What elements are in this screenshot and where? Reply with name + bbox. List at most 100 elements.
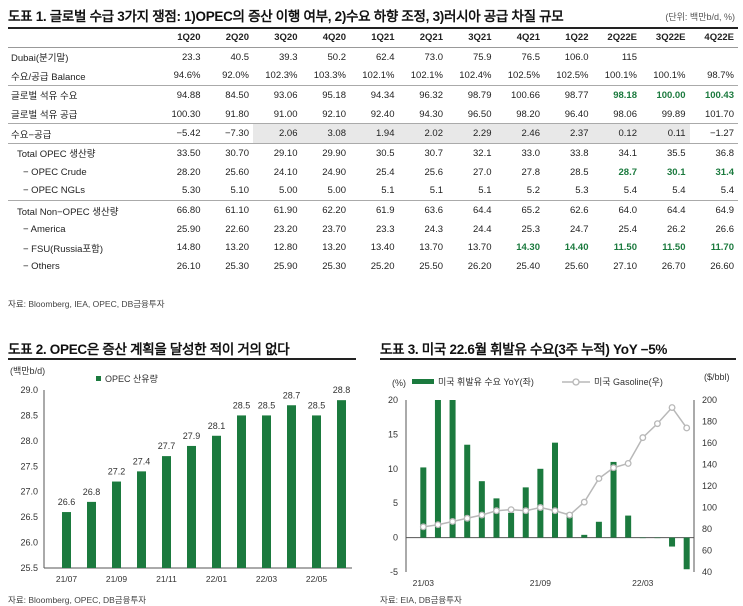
bar	[312, 415, 321, 568]
line-point	[522, 507, 530, 515]
table-cell: 13.20	[322, 242, 346, 254]
table-cell: 5.10	[230, 185, 250, 197]
table-cell: 26.6	[715, 223, 735, 235]
bar	[654, 537, 661, 539]
row-label: 수요−공급	[8, 123, 156, 144]
bar	[212, 435, 221, 568]
table-row: − America 25.90 22.60 23.20 23.70 23.3 24.3 24.…	[8, 220, 738, 239]
y-tick-label: 27.5	[20, 461, 38, 471]
table-cell: 22.60	[225, 223, 249, 235]
table-cell: 64.4	[641, 200, 690, 220]
table-row: 수요/공급 Balance 94.6% 92.0% 102.3% 103.3% 102.1…	[8, 66, 738, 85]
table-cell: 25.3	[521, 223, 541, 235]
table-cell: 94.88	[156, 85, 205, 105]
table-cell: 96.50	[467, 108, 492, 120]
row-label: Dubai(분기말)	[8, 46, 156, 67]
row-label: 글로벌 석유 수요	[8, 85, 156, 105]
right-y-tick-label: 80	[702, 524, 712, 534]
table-cell: 0.12	[592, 123, 641, 144]
left-axis-unit: (%)	[392, 378, 406, 388]
table-cell: 64.9	[689, 200, 738, 220]
row-label: − America	[23, 223, 66, 235]
table-cell: 2.46	[495, 123, 544, 144]
table-cell	[641, 46, 690, 67]
table-cell: 30.5	[350, 143, 399, 163]
table-cell: 91.00	[273, 108, 298, 120]
table-cell: 26.60	[710, 261, 734, 273]
table-row: − FSU(Russia포함) 14.80 13.20 12.80 13.20 13.40…	[8, 239, 738, 258]
line-point	[580, 498, 588, 506]
right-y-tick-label: 100	[702, 503, 717, 513]
table-cell: 33.0	[495, 143, 544, 163]
bar	[552, 442, 558, 538]
table-cell: 84.50	[204, 85, 253, 105]
table-cell: 25.30	[225, 261, 249, 273]
data-label: 27.2	[108, 467, 126, 477]
table-cell: 33.50	[156, 143, 205, 163]
table-cell: 27.0	[473, 166, 492, 178]
table-row: Total Non−OPEC 생산량 66.80 61.10 61.90 62.20 61…	[8, 200, 738, 220]
line-point	[463, 514, 471, 522]
table-cell: 33.8	[544, 143, 593, 163]
bar	[464, 444, 471, 538]
row-label: − OPEC Crude	[23, 166, 87, 178]
table-cell: 25.4	[376, 166, 395, 178]
table-cell: 5.4	[623, 185, 637, 197]
table-cell: 94.6%	[173, 70, 201, 82]
table-cell: 76.5	[495, 46, 544, 67]
table-cell: 2.37	[544, 123, 593, 144]
table-cell: 27.10	[613, 261, 637, 273]
table-cell: 28.5	[570, 166, 589, 178]
y-tick-label: 26.0	[20, 538, 38, 548]
right-axis-unit: ($/bbl)	[704, 372, 730, 382]
table-cell: 23.70	[322, 223, 346, 235]
table-cell: 26.10	[176, 261, 201, 273]
table-cell: 103.3%	[313, 70, 346, 82]
bar	[287, 405, 296, 568]
table-cell: 26.70	[661, 261, 686, 273]
column-header: 2Q21	[398, 28, 447, 48]
line-point	[507, 506, 515, 514]
table-cell: 73.0	[398, 46, 447, 67]
table-row: 글로벌 석유 공급 100.30 91.80 91.00 92.10 92.40 94.30…	[8, 105, 738, 124]
line-point	[478, 511, 486, 519]
y-tick-label: 29.0	[20, 385, 38, 395]
bar	[434, 400, 441, 538]
row-label: − Others	[23, 261, 60, 273]
data-label: 28.5	[258, 400, 276, 410]
table-cell: 92.10	[322, 108, 346, 120]
table-cell: 5.4	[720, 185, 734, 197]
data-label: 28.5	[233, 400, 251, 410]
line-point	[653, 420, 661, 428]
x-tick-label: 22/05	[306, 574, 328, 584]
table-cell: 24.3	[424, 223, 444, 235]
table-cell: 106.0	[544, 46, 593, 67]
table-cell: 61.9	[350, 200, 399, 220]
table-cell: 26.20	[467, 261, 492, 273]
x-tick-label: 21/09	[530, 578, 552, 588]
header-blank	[8, 28, 156, 48]
table-cell: 24.90	[322, 166, 346, 178]
table-cell: 24.4	[473, 223, 492, 235]
right-y-tick-label: 40	[702, 567, 712, 577]
x-tick-label: 22/03	[256, 574, 278, 584]
table-cell: 102.5%	[507, 70, 540, 82]
bar	[625, 515, 632, 538]
table-cell: 5.4	[672, 185, 686, 197]
table-cell: 11.70	[710, 242, 734, 254]
table-cell: 5.2	[526, 185, 540, 197]
legend-label: OPEC 산유량	[105, 373, 158, 384]
table-cell: 11.50	[662, 242, 686, 254]
table-cell: 13.20	[225, 242, 249, 254]
table-cell: 93.06	[253, 85, 302, 105]
table-row: − OPEC NGLs 5.30 5.10 5.00 5.00 5.1 5.1 5.1 5.2 5…	[8, 182, 738, 201]
table-cell: 24.7	[570, 223, 589, 235]
bar	[262, 415, 271, 568]
table-cell: 12.80	[273, 242, 298, 254]
y-tick-label: 28.0	[20, 436, 38, 446]
row-label: − OPEC NGLs	[23, 185, 86, 197]
opec-production-chart: (백만b/d) OPEC 산유량 25.5 26.0 26.5 27.0 27.5 28.0 2…	[10, 366, 352, 584]
fig1-source: 자료: Bloomberg, IEA, OPEC, DB금융투자	[8, 299, 165, 309]
table-cell: 102.1%	[362, 70, 395, 82]
table-cell: 27.8	[521, 166, 541, 178]
